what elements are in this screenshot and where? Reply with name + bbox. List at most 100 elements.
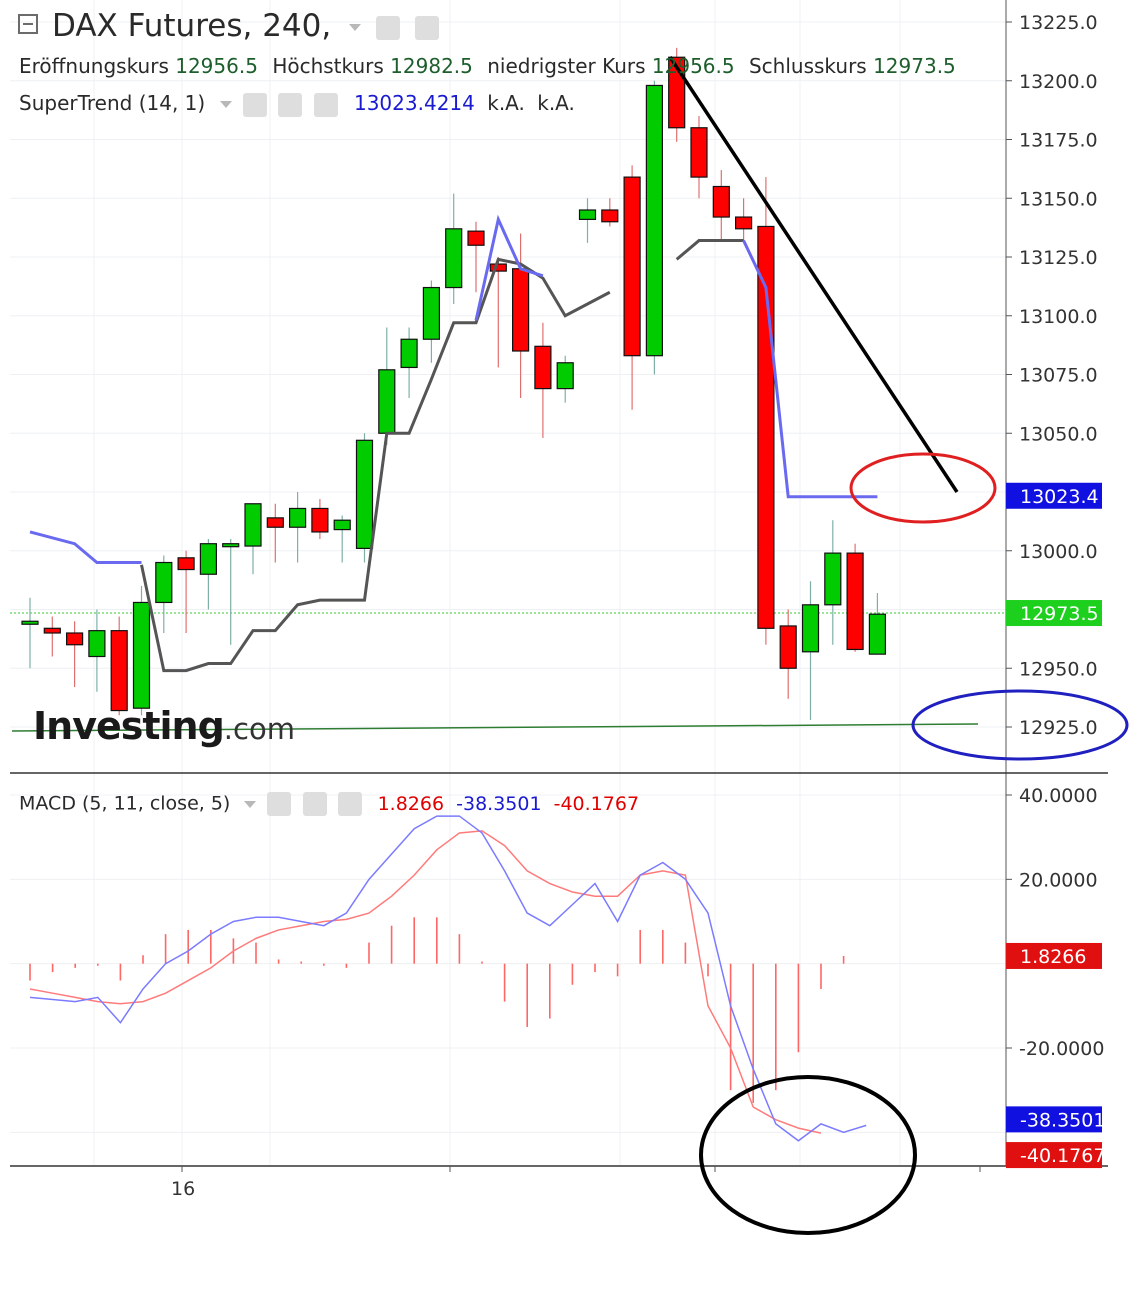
chart-title: DAX Futures, 240, <box>52 8 439 44</box>
candle-body <box>199 543 217 575</box>
candle-body <box>155 561 173 604</box>
close-icon[interactable] <box>313 92 338 117</box>
price-tick-label: 13125.0 <box>1019 247 1098 269</box>
macd-line-price-label-bg <box>1006 1106 1102 1133</box>
price-tick-label: 13100.0 <box>1019 306 1098 328</box>
macd-label: MACD (5, 11, close, 5) <box>19 792 231 815</box>
candle-body <box>311 507 329 533</box>
price-tick-label: 13075.0 <box>1019 365 1098 387</box>
eye-icon[interactable] <box>242 92 267 117</box>
candle-body <box>289 507 307 528</box>
drawn-trendline <box>668 56 959 493</box>
candle-body <box>467 230 485 246</box>
close-value: 12973.5 <box>873 54 956 78</box>
macd-hist-value: 1.8266 <box>377 792 445 815</box>
gear-icon[interactable] <box>278 92 303 117</box>
low-value: 12956.5 <box>651 54 735 78</box>
supertrend-down-line <box>474 214 544 321</box>
close-icon[interactable] <box>337 792 362 816</box>
support-line <box>11 723 979 732</box>
candle-body <box>846 552 864 651</box>
black-circle-annotation <box>699 1075 917 1235</box>
supertrend-price-label: 13023.4 <box>1020 486 1099 508</box>
candle-body <box>868 613 887 655</box>
supertrend-legend: SuperTrend (14, 1) 13023.4214 k.A. k.A. <box>19 91 575 117</box>
bottom-blank <box>0 1212 1143 1296</box>
macd-signal-price-label-bg <box>1006 1142 1102 1169</box>
price-tick-label: 13150.0 <box>1019 188 1098 210</box>
annotations <box>668 56 1129 1235</box>
candle-body <box>534 345 552 390</box>
candle-body <box>355 439 374 549</box>
collapse-icon[interactable] <box>18 14 38 34</box>
price-tick-label: 13225.0 <box>1019 12 1098 34</box>
gear-icon[interactable] <box>414 15 439 40</box>
last-price-label-bg <box>1006 600 1102 627</box>
supertrend-na-1: k.A. <box>487 91 525 115</box>
candle-body <box>177 557 195 571</box>
open-value: 12956.5 <box>175 54 258 78</box>
time-tick-label: 16 <box>171 1178 195 1200</box>
eye-icon[interactable] <box>375 15 400 40</box>
candle-body <box>779 625 797 669</box>
high-value: 12982.5 <box>390 54 473 78</box>
candle-body <box>43 627 61 634</box>
candle-body <box>645 84 664 357</box>
candle-body <box>21 620 39 625</box>
macd-tick-label: -20.0000 <box>1019 1038 1104 1060</box>
supertrend-down-line <box>742 239 878 499</box>
price-tick-label: 13175.0 <box>1019 130 1098 152</box>
macd-signal-value: -40.1767 <box>553 792 640 815</box>
candle-body <box>222 543 240 548</box>
macd-main-line <box>29 815 867 1142</box>
macd-panel <box>29 815 867 1142</box>
macd-signal-line <box>29 830 822 1134</box>
support-trendline <box>11 723 979 732</box>
candle-body <box>489 263 507 272</box>
supertrend-value: 13023.4214 <box>353 91 475 115</box>
price-tick-label: 13050.0 <box>1019 423 1098 445</box>
price-tick-label: 12925.0 <box>1019 717 1098 739</box>
macd-tick-label: 20.0000 <box>1019 869 1098 891</box>
chevron-down-icon[interactable] <box>219 101 232 108</box>
candle-body <box>824 552 842 606</box>
candle-body <box>601 209 619 223</box>
low-label: niedrigster Kurs <box>487 54 646 78</box>
last-price-label: 12973.5 <box>1020 603 1099 625</box>
close-label: Schlusskurs <box>748 54 867 78</box>
macd-legend: MACD (5, 11, close, 5) 1.8266 -38.3501 -… <box>19 792 639 816</box>
candle-body <box>110 630 128 712</box>
candle-body <box>801 604 820 653</box>
gear-icon[interactable] <box>302 792 327 816</box>
chevron-down-icon[interactable] <box>349 24 362 31</box>
ohlc-legend: Eröffnungskurs 12956.5 Höchstkurs 12982.… <box>19 54 964 78</box>
red-circle-annotation <box>849 452 997 524</box>
candle-body <box>266 517 284 528</box>
price-tick-label: 13200.0 <box>1019 71 1098 93</box>
supertrend-up-line <box>140 257 611 673</box>
candle-body <box>244 503 262 547</box>
supertrend-price-label-bg <box>1006 482 1102 509</box>
candle-body <box>445 228 463 289</box>
high-label: Höchstkurs <box>272 54 384 78</box>
eye-icon[interactable] <box>267 792 292 816</box>
candle-body <box>132 601 151 709</box>
macd-line-price-label: -38.3501 <box>1020 1109 1105 1131</box>
chevron-down-icon[interactable] <box>244 800 257 808</box>
blue-circle-annotation <box>911 689 1129 761</box>
candle-body <box>712 185 730 218</box>
supertrend-down-line <box>29 530 142 564</box>
title-text: DAX Futures, 240, <box>52 8 332 44</box>
macd-hist-price-label: 1.8266 <box>1020 946 1086 968</box>
candle-body <box>65 632 84 646</box>
candle-body <box>333 519 351 531</box>
open-label: Eröffnungskurs <box>19 54 169 78</box>
macd-line-value: -38.3501 <box>456 792 542 815</box>
candle-body <box>88 630 106 658</box>
price-tick-label: 12950.0 <box>1019 658 1098 680</box>
candle-body <box>400 338 418 369</box>
supertrend-up-line <box>675 239 744 261</box>
candle-body <box>556 362 574 390</box>
